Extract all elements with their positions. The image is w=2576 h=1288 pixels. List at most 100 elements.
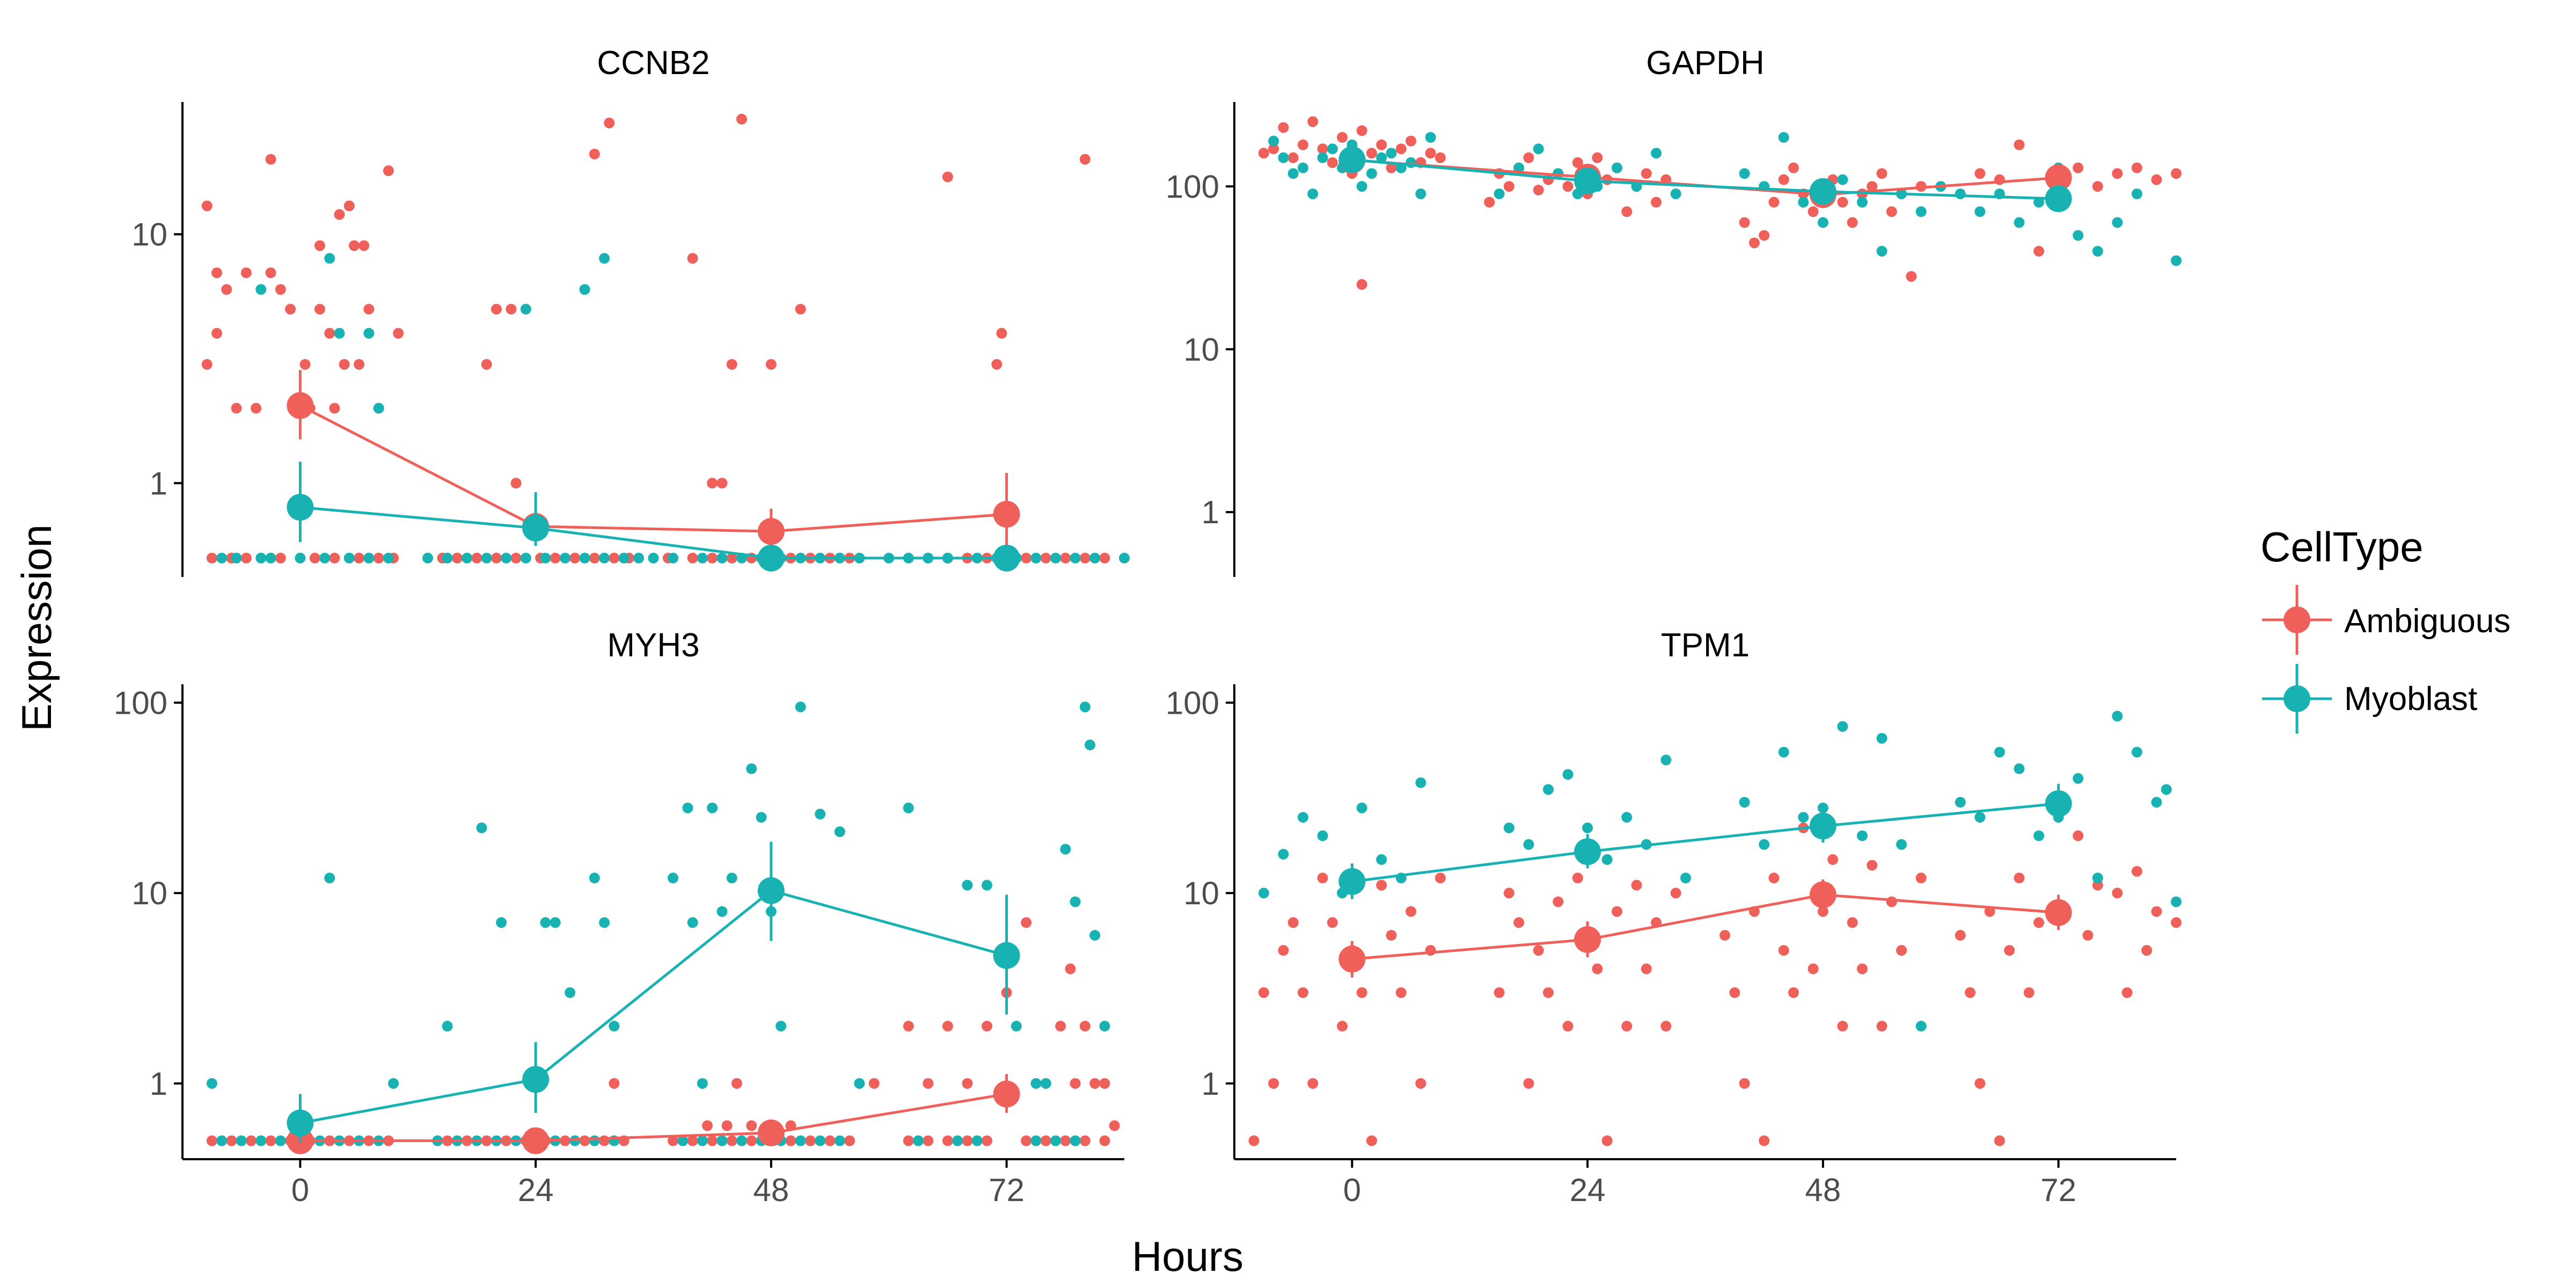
mean-point-ambiguous-ccnb2 bbox=[757, 518, 785, 545]
data-point-ambiguous-tpm1 bbox=[1601, 1135, 1613, 1146]
data-point-ambiguous-gapdh bbox=[1484, 196, 1495, 208]
data-point-ambiguous-tpm1 bbox=[1307, 1078, 1319, 1089]
data-point-myoblast-myh3 bbox=[550, 917, 561, 928]
data-point-ambiguous-ccnb2 bbox=[569, 552, 581, 564]
data-point-ambiguous-myh3 bbox=[942, 1021, 953, 1032]
data-point-ambiguous-gapdh bbox=[2073, 162, 2084, 173]
data-point-ambiguous-ccnb2 bbox=[334, 209, 345, 220]
data-point-myoblast-gapdh bbox=[1327, 143, 1338, 155]
data-point-ambiguous-gapdh bbox=[1287, 152, 1299, 163]
data-point-myoblast-tpm1 bbox=[2033, 830, 2045, 841]
data-point-ambiguous-myh3 bbox=[1070, 1078, 1081, 1089]
data-point-ambiguous-ccnb2 bbox=[1021, 552, 1032, 564]
data-point-ambiguous-ccnb2 bbox=[275, 284, 286, 295]
data-point-ambiguous-gapdh bbox=[2151, 174, 2162, 185]
data-point-ambiguous-myh3 bbox=[785, 1135, 796, 1146]
data-point-ambiguous-tpm1 bbox=[1867, 860, 1878, 871]
data-point-myoblast-ccnb2 bbox=[363, 328, 375, 339]
data-point-ambiguous-myh3 bbox=[1099, 1078, 1110, 1089]
data-point-myoblast-gapdh bbox=[1425, 131, 1436, 143]
data-point-ambiguous-tpm1 bbox=[2082, 930, 2094, 941]
data-point-myoblast-myh3 bbox=[677, 1135, 689, 1146]
x-axis-label: Hours bbox=[1132, 1233, 1243, 1280]
data-point-myoblast-myh3 bbox=[609, 1021, 620, 1032]
data-point-myoblast-tpm1 bbox=[2161, 784, 2172, 795]
data-point-myoblast-ccnb2 bbox=[255, 284, 267, 295]
data-point-ambiguous-tpm1 bbox=[1759, 1135, 1770, 1146]
data-point-ambiguous-gapdh bbox=[1425, 148, 1436, 159]
data-point-ambiguous-tpm1 bbox=[2121, 987, 2133, 998]
data-point-ambiguous-gapdh bbox=[1317, 143, 1328, 155]
mean-point-myoblast-ccnb2 bbox=[993, 544, 1020, 572]
data-point-myoblast-tpm1 bbox=[1759, 839, 1770, 850]
data-point-myoblast-tpm1 bbox=[1415, 777, 1426, 788]
data-point-ambiguous-myh3 bbox=[702, 1120, 713, 1131]
data-point-ambiguous-tpm1 bbox=[1965, 987, 1976, 998]
data-point-ambiguous-tpm1 bbox=[1366, 1135, 1377, 1146]
data-point-myoblast-myh3 bbox=[216, 1135, 228, 1146]
data-point-ambiguous-myh3 bbox=[1021, 917, 1032, 928]
data-point-ambiguous-ccnb2 bbox=[285, 304, 296, 315]
data-point-ambiguous-ccnb2 bbox=[383, 165, 394, 177]
mean-point-ambiguous-tpm1 bbox=[2045, 899, 2072, 926]
data-point-myoblast-ccnb2 bbox=[343, 552, 355, 564]
data-point-myoblast-ccnb2 bbox=[462, 552, 473, 564]
data-point-ambiguous-ccnb2 bbox=[354, 358, 365, 370]
data-point-ambiguous-myh3 bbox=[1021, 1135, 1032, 1146]
mean-point-ambiguous-myh3 bbox=[993, 1080, 1020, 1108]
data-point-myoblast-ccnb2 bbox=[319, 552, 331, 564]
legend-label-ambiguous: Ambiguous bbox=[2344, 603, 2511, 640]
data-point-myoblast-gapdh bbox=[1651, 148, 1662, 159]
data-point-ambiguous-gapdh bbox=[1621, 206, 1633, 217]
y-tick-label-myh3-10: 10 bbox=[131, 875, 167, 911]
data-point-ambiguous-ccnb2 bbox=[996, 328, 1007, 339]
data-point-ambiguous-ccnb2 bbox=[471, 552, 482, 564]
data-point-ambiguous-tpm1 bbox=[1523, 1078, 1534, 1089]
y-tick-label-tpm1-10: 10 bbox=[1183, 875, 1219, 911]
data-point-ambiguous-myh3 bbox=[668, 1135, 679, 1146]
data-point-myoblast-myh3 bbox=[496, 917, 507, 928]
data-point-ambiguous-ccnb2 bbox=[736, 114, 748, 125]
y-tick-label-ccnb2-1: 1 bbox=[150, 465, 167, 501]
data-point-ambiguous-tpm1 bbox=[1857, 963, 1868, 975]
data-point-ambiguous-myh3 bbox=[962, 1078, 973, 1089]
data-point-ambiguous-myh3 bbox=[942, 1135, 953, 1146]
data-point-myoblast-tpm1 bbox=[1896, 839, 1907, 850]
mean-line-myoblast-tpm1 bbox=[1352, 802, 2059, 883]
x-tick-label-myh3-24: 24 bbox=[518, 1172, 554, 1208]
data-point-myoblast-tpm1 bbox=[1601, 854, 1613, 865]
y-tick-label-tpm1-1: 1 bbox=[1202, 1066, 1219, 1102]
data-point-myoblast-myh3 bbox=[1060, 844, 1071, 855]
y-tick-label-gapdh-100: 100 bbox=[1166, 169, 1219, 204]
data-point-myoblast-tpm1 bbox=[1778, 747, 1789, 758]
data-point-ambiguous-myh3 bbox=[982, 1135, 993, 1146]
data-point-ambiguous-ccnb2 bbox=[275, 552, 286, 564]
x-tick-label-myh3-48: 48 bbox=[753, 1172, 789, 1208]
data-point-myoblast-myh3 bbox=[275, 1135, 286, 1146]
x-tick-label-tpm1-0: 0 bbox=[1343, 1172, 1361, 1208]
data-point-ambiguous-gapdh bbox=[1386, 162, 1397, 173]
data-point-ambiguous-gapdh bbox=[1778, 174, 1789, 185]
data-point-myoblast-myh3 bbox=[388, 1078, 399, 1089]
data-point-ambiguous-myh3 bbox=[903, 1021, 914, 1032]
data-point-ambiguous-tpm1 bbox=[1807, 963, 1819, 975]
data-point-myoblast-ccnb2 bbox=[363, 552, 375, 564]
data-point-myoblast-ccnb2 bbox=[540, 552, 551, 564]
data-point-myoblast-gapdh bbox=[1278, 152, 1289, 163]
data-point-myoblast-myh3 bbox=[716, 1135, 728, 1146]
data-point-ambiguous-tpm1 bbox=[1297, 987, 1308, 998]
data-point-myoblast-tpm1 bbox=[2112, 711, 2123, 722]
data-point-ambiguous-tpm1 bbox=[1660, 1021, 1672, 1032]
data-point-ambiguous-myh3 bbox=[805, 1135, 816, 1146]
data-point-myoblast-tpm1 bbox=[2092, 873, 2103, 884]
data-point-myoblast-ccnb2 bbox=[618, 552, 630, 564]
mean-point-myoblast-gapdh bbox=[1809, 178, 1836, 205]
data-point-myoblast-tpm1 bbox=[1660, 755, 1672, 766]
data-point-ambiguous-gapdh bbox=[2014, 139, 2025, 150]
mean-point-myoblast-myh3 bbox=[757, 877, 785, 904]
data-point-myoblast-tpm1 bbox=[1278, 848, 1289, 860]
data-point-ambiguous-myh3 bbox=[721, 1120, 733, 1131]
data-point-ambiguous-gapdh bbox=[1759, 230, 1770, 241]
data-point-myoblast-ccnb2 bbox=[1030, 552, 1042, 564]
data-point-myoblast-ccnb2 bbox=[599, 552, 610, 564]
